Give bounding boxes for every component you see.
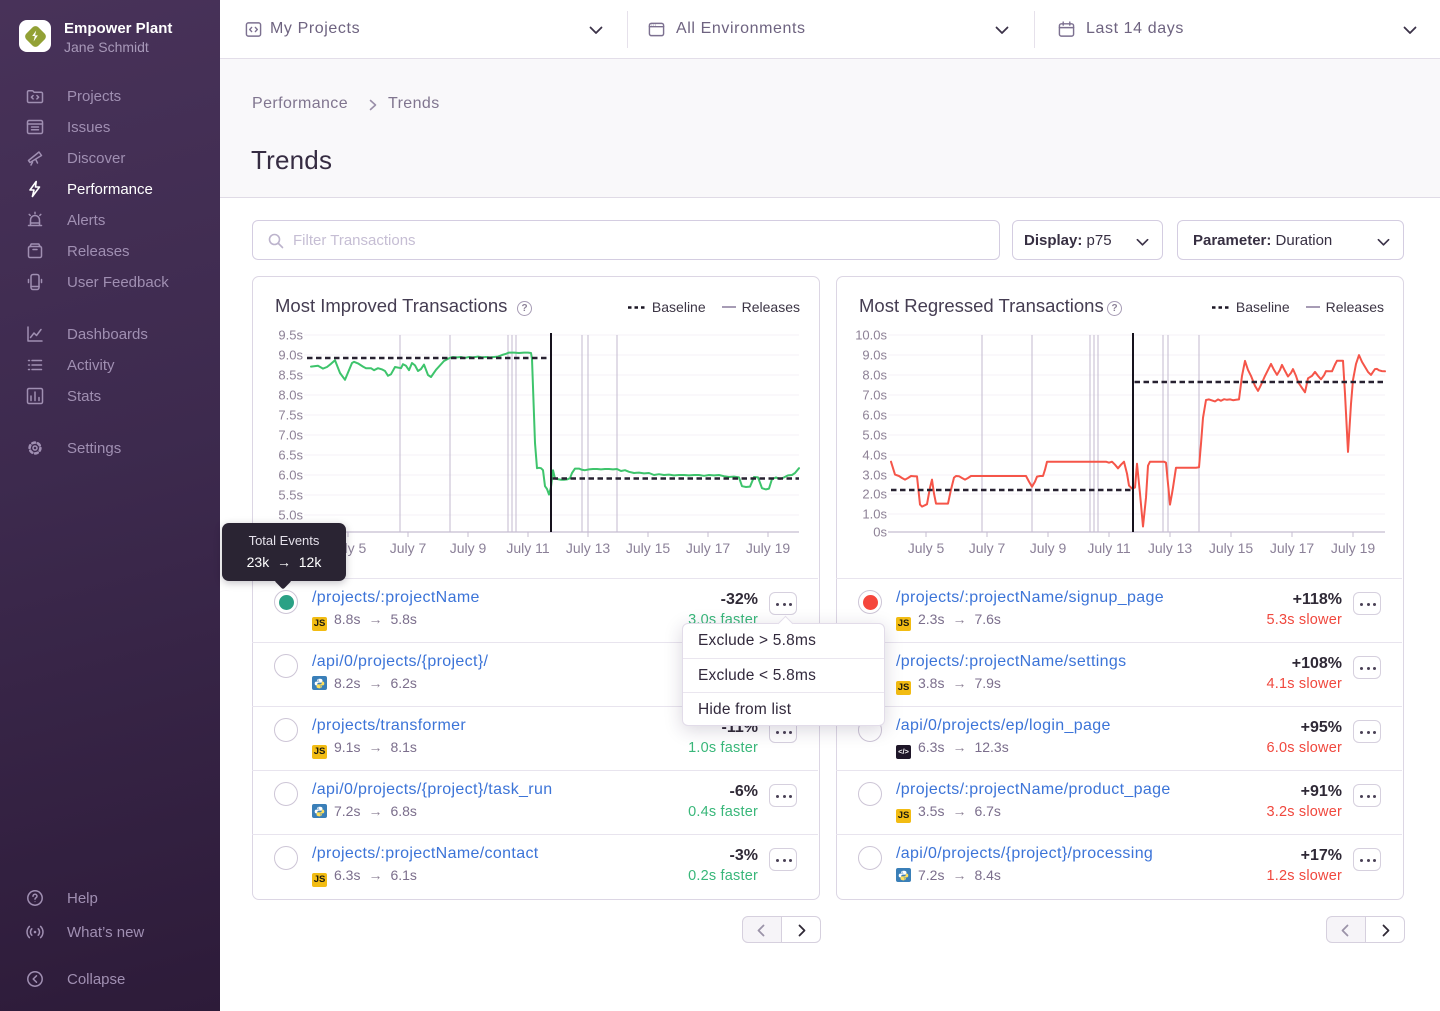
svg-text:6.5s: 6.5s <box>278 448 303 463</box>
svg-text:5.0s: 5.0s <box>862 428 887 443</box>
svg-text:July 17: July 17 <box>1270 540 1315 556</box>
svg-text:7.0s: 7.0s <box>278 428 303 443</box>
svg-text:1.0s: 1.0s <box>862 507 887 522</box>
svg-text:July 13: July 13 <box>566 540 611 556</box>
svg-text:July 11: July 11 <box>1087 540 1131 556</box>
svg-text:10.0s: 10.0s <box>855 328 887 343</box>
svg-text:9.0s: 9.0s <box>278 348 303 363</box>
svg-text:9.5s: 9.5s <box>278 328 303 343</box>
svg-text:July 17: July 17 <box>686 540 731 556</box>
svg-text:8.5s: 8.5s <box>278 368 303 383</box>
svg-text:July 15: July 15 <box>626 540 671 556</box>
svg-text:July 7: July 7 <box>390 540 427 556</box>
svg-text:July 9: July 9 <box>1030 540 1067 556</box>
svg-text:2.0s: 2.0s <box>862 487 887 502</box>
svg-text:July 19: July 19 <box>1331 540 1376 556</box>
svg-text:5.0s: 5.0s <box>278 508 303 523</box>
svg-text:3.0s: 3.0s <box>862 468 887 483</box>
svg-text:July 15: July 15 <box>1209 540 1254 556</box>
svg-text:6.0s: 6.0s <box>278 468 303 483</box>
svg-text:9.0s: 9.0s <box>862 348 887 363</box>
svg-text:4.0s: 4.0s <box>862 448 887 463</box>
svg-text:8.0s: 8.0s <box>862 368 887 383</box>
svg-text:July 13: July 13 <box>1148 540 1193 556</box>
svg-text:0s: 0s <box>873 525 887 540</box>
svg-text:July 11: July 11 <box>506 540 550 556</box>
svg-text:6.0s: 6.0s <box>862 408 887 423</box>
svg-text:7.5s: 7.5s <box>278 408 303 423</box>
svg-text:July 19: July 19 <box>746 540 791 556</box>
svg-text:July 9: July 9 <box>450 540 487 556</box>
svg-text:7.0s: 7.0s <box>862 388 887 403</box>
svg-text:5.5s: 5.5s <box>278 488 303 503</box>
svg-text:July 7: July 7 <box>969 540 1006 556</box>
svg-text:8.0s: 8.0s <box>278 388 303 403</box>
svg-text:July 5: July 5 <box>908 540 945 556</box>
